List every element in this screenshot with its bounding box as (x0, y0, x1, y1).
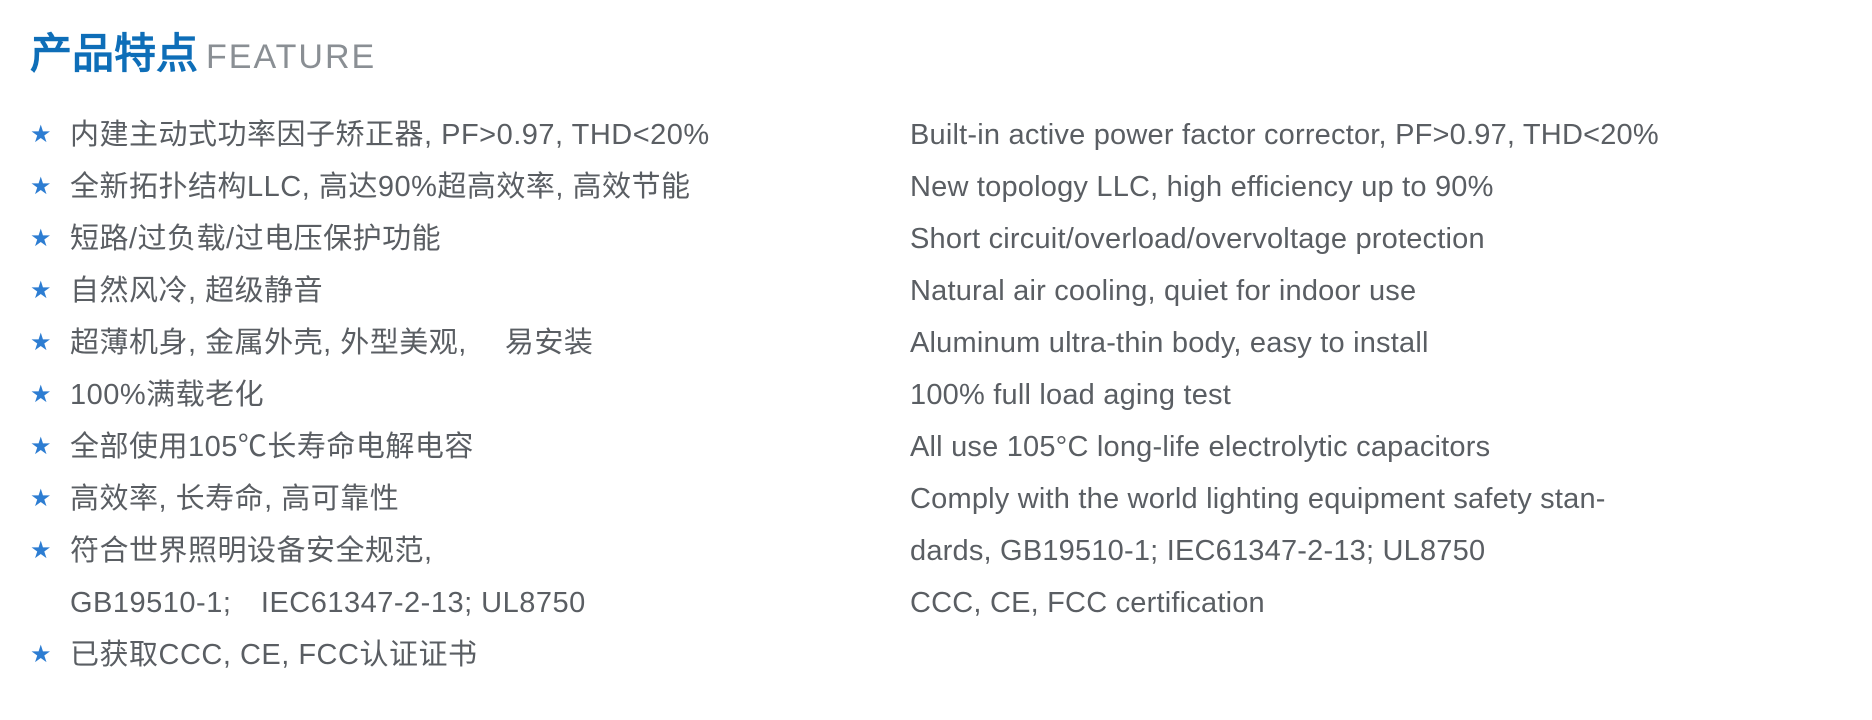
feature-item-cn: ★符合世界照明设备安全规范, (30, 525, 900, 577)
feature-item-cn: ★全部使用105℃长寿命电解电容 (30, 421, 900, 473)
feature-text-en: All use 105°C long-life electrolytic cap… (910, 421, 1842, 473)
feature-item-cn: ★已获取CCC, CE, FCC认证证书 (30, 629, 900, 681)
feature-text-en: Short circuit/overload/overvoltage prote… (910, 213, 1842, 265)
feature-text-en: Aluminum ultra-thin body, easy to instal… (910, 317, 1842, 369)
feature-text-cn: 自然风冷, 超级静音 (70, 265, 323, 317)
star-icon: ★ (30, 109, 70, 161)
feature-text-en: Natural air cooling, quiet for indoor us… (910, 265, 1842, 317)
feature-text-cn: 内建主动式功率因子矫正器, PF>0.97, THD<20% (70, 109, 710, 161)
feature-item-cn: ★短路/过负载/过电压保护功能 (30, 213, 900, 265)
feature-item-cn: ★自然风冷, 超级静音 (30, 265, 900, 317)
star-icon: ★ (30, 265, 70, 317)
feature-item-cn: ★内建主动式功率因子矫正器, PF>0.97, THD<20% (30, 109, 900, 161)
heading-chinese: 产品特点 (30, 20, 198, 81)
heading-english: FEATURE (206, 38, 376, 77)
feature-item-cn: ★超薄机身, 金属外壳, 外型美观, 易安装 (30, 317, 900, 369)
feature-item-cn: ★高效率, 长寿命, 高可靠性 (30, 473, 900, 525)
feature-text-cn: 高效率, 长寿命, 高可靠性 (70, 473, 399, 525)
star-icon: ★ (30, 473, 70, 525)
feature-columns: ★内建主动式功率因子矫正器, PF>0.97, THD<20%★全新拓扑结构LL… (30, 109, 1842, 681)
feature-item-cn: ★全新拓扑结构LLC, 高达90%超高效率, 高效节能 (30, 161, 900, 213)
feature-text-en: Comply with the world lighting equipment… (910, 473, 1842, 525)
feature-text-en: 100% full load aging test (910, 369, 1842, 421)
star-icon: ★ (30, 421, 70, 473)
feature-text-cn: 短路/过负载/过电压保护功能 (70, 213, 441, 265)
feature-text-en: dards, GB19510-1; IEC61347-2-13; UL8750 (910, 525, 1842, 577)
feature-text-en: New topology LLC, high efficiency up to … (910, 161, 1842, 213)
feature-text-en: Built-in active power factor corrector, … (910, 109, 1842, 161)
star-icon: ★ (30, 213, 70, 265)
feature-text-cn: 符合世界照明设备安全规范, (70, 525, 433, 577)
star-icon: ★ (30, 629, 70, 681)
star-icon: ★ (30, 317, 70, 369)
feature-text-cn: 超薄机身, 金属外壳, 外型美观, 易安装 (70, 317, 593, 369)
star-icon: ★ (30, 161, 70, 213)
feature-item-cn: ★100%满载老化 (30, 369, 900, 421)
feature-text-cn: 全新拓扑结构LLC, 高达90%超高效率, 高效节能 (70, 161, 690, 213)
features-column-english: Built-in active power factor corrector, … (910, 109, 1842, 681)
star-icon: ★ (30, 525, 70, 577)
section-heading: 产品特点 FEATURE (30, 20, 1842, 81)
features-column-chinese: ★内建主动式功率因子矫正器, PF>0.97, THD<20%★全新拓扑结构LL… (30, 109, 900, 681)
feature-text-en: CCC, CE, FCC certification (910, 577, 1842, 629)
feature-text-cn-continuation: GB19510-1; IEC61347-2-13; UL8750 (70, 577, 900, 629)
star-icon: ★ (30, 369, 70, 421)
feature-text-cn: 全部使用105℃长寿命电解电容 (70, 421, 474, 473)
feature-text-cn: 已获取CCC, CE, FCC认证证书 (70, 629, 477, 681)
feature-text-cn: 100%满载老化 (70, 369, 264, 421)
